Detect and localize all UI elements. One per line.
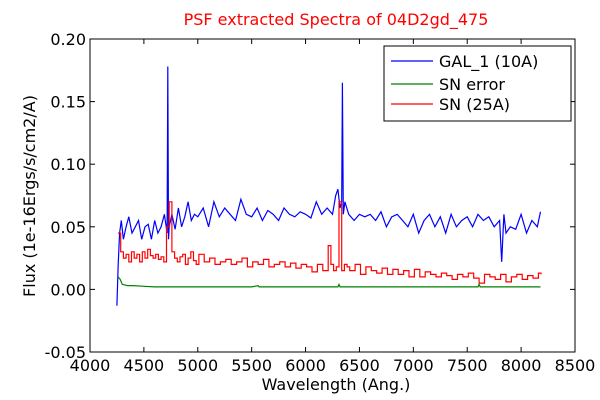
y-tick-label: -0.05: [45, 343, 86, 362]
y-axis-label: Flux (1e-16Ergs/s/cm2/A): [20, 95, 39, 297]
x-tick-label: 4500: [124, 356, 165, 375]
series-line-0: [116, 66, 542, 306]
x-tick-label: 8500: [555, 356, 596, 375]
y-tick-label: 0.10: [50, 155, 86, 174]
chart-title: PSF extracted Spectra of 04D2gd_475: [184, 10, 489, 30]
axis-ticks: 4000 4500 5000 5500 6000 6500 7000 7500 8000 8500…: [45, 30, 596, 375]
y-tick-label: 0.05: [50, 218, 86, 237]
series-line-2: [118, 201, 542, 284]
x-tick-label: 6500: [339, 356, 380, 375]
legend-label-sn: SN (25A): [439, 95, 510, 114]
x-tick-label: 5500: [231, 356, 272, 375]
y-tick-label: 0.20: [50, 30, 86, 49]
legend-label-gal: GAL_1 (10A): [439, 52, 538, 72]
series-line-1: [117, 276, 541, 288]
x-tick-label: 8000: [501, 356, 542, 375]
x-tick-label: 6000: [285, 356, 326, 375]
x-axis-label: Wavelength (Ang.): [262, 375, 411, 394]
y-tick-label: 0.15: [50, 93, 86, 112]
y-tick-label: 0.00: [50, 280, 86, 299]
x-tick-label: 4000: [70, 356, 111, 375]
legend: GAL_1 (10A) SN error SN (25A): [383, 45, 572, 122]
legend-label-sn-error: SN error: [439, 75, 505, 94]
x-tick-label: 5000: [177, 356, 218, 375]
x-tick-label: 7500: [447, 356, 488, 375]
x-tick-label: 7000: [393, 356, 434, 375]
series-layer: [116, 66, 542, 306]
